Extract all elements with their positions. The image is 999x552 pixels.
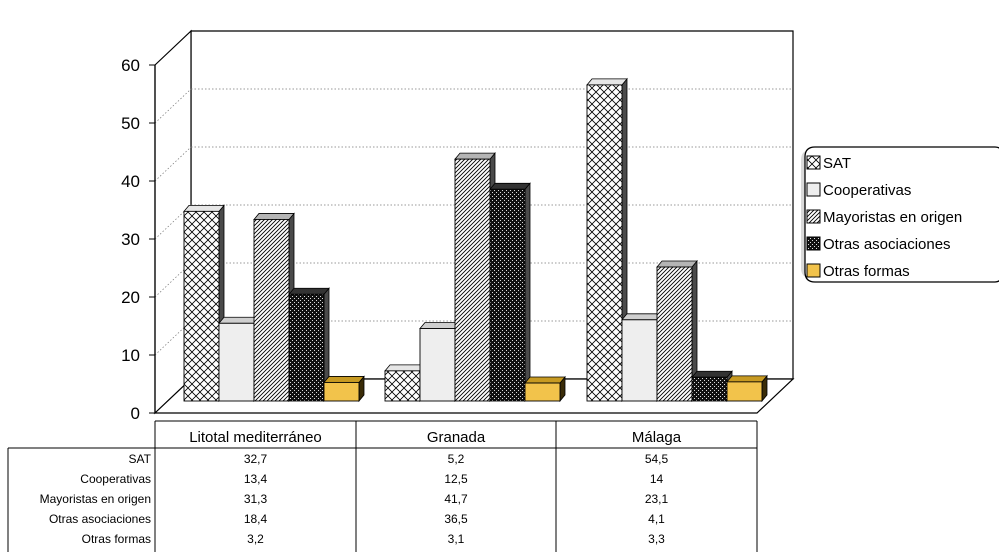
y-axis: 0 10 20 30 40 50 60 xyxy=(121,56,156,423)
y-tick-label: 30 xyxy=(121,230,140,249)
table-cell: 12,5 xyxy=(444,472,468,486)
table-cell: 31,3 xyxy=(244,492,268,506)
table-cell: 3,2 xyxy=(247,532,264,546)
table-cell: 5,2 xyxy=(448,452,465,466)
bar-top xyxy=(454,152,496,160)
y-tick-label: 20 xyxy=(121,288,140,307)
table-cell: 18,4 xyxy=(244,512,268,526)
x-category-label: Granada xyxy=(427,429,486,446)
bar xyxy=(489,188,526,402)
legend-swatch xyxy=(806,236,821,251)
legend-swatch xyxy=(806,182,821,197)
bar-top xyxy=(323,376,365,383)
bar-top xyxy=(524,376,566,384)
table-cell: 54,5 xyxy=(645,452,669,466)
table-cell: 14 xyxy=(650,472,664,486)
table-cell: 41,7 xyxy=(444,492,468,506)
bar-top xyxy=(288,287,330,295)
y-tick-label: 10 xyxy=(121,346,140,365)
legend-swatch xyxy=(806,155,821,170)
bar-top xyxy=(656,260,698,268)
bar xyxy=(384,370,421,402)
gridline xyxy=(154,262,192,298)
bar-top xyxy=(489,182,531,190)
bar-top xyxy=(183,204,225,212)
legend-swatch xyxy=(806,209,821,224)
table-cell: 3,1 xyxy=(448,532,465,546)
y-tick-label: 50 xyxy=(121,114,140,133)
bar-top xyxy=(691,370,733,378)
table-row-label: SAT xyxy=(129,452,152,466)
legend-swatch xyxy=(806,263,821,278)
legend-label: SAT xyxy=(823,155,851,172)
legend-label: Otras asociaciones xyxy=(823,236,951,253)
bar-top xyxy=(253,213,295,220)
bar xyxy=(288,293,325,402)
gridline xyxy=(154,146,192,182)
bar-top xyxy=(419,322,461,329)
bar xyxy=(454,158,491,402)
y-tick-label: 40 xyxy=(121,172,140,191)
bar xyxy=(419,328,456,402)
y-tick-label: 60 xyxy=(121,56,140,75)
table-cell: 23,1 xyxy=(645,492,669,506)
bar xyxy=(524,382,561,402)
bars xyxy=(183,77,768,403)
legend-label: Cooperativas xyxy=(823,182,911,199)
table-row-label: Mayoristas en origen xyxy=(40,492,151,506)
bar-top xyxy=(621,313,663,321)
table-row-label: Cooperativas xyxy=(80,472,151,486)
bar-top xyxy=(218,316,260,324)
bar xyxy=(253,219,290,402)
bar xyxy=(656,266,693,402)
table-row-label: Otras asociaciones xyxy=(49,512,151,526)
bar xyxy=(323,381,360,402)
bar xyxy=(218,322,255,402)
gridline xyxy=(154,320,192,356)
table-row-label: Otras formas xyxy=(82,532,151,546)
table-cell: 3,3 xyxy=(648,532,665,546)
table-cell: 36,5 xyxy=(444,512,468,526)
bar xyxy=(586,84,623,402)
bar xyxy=(726,381,763,402)
data-table: Litotal mediterráneo Granada Málaga SAT 32,7… xyxy=(7,420,758,552)
gridline xyxy=(154,88,192,124)
bar-top xyxy=(586,78,628,86)
bar-top xyxy=(384,364,426,372)
legend-label: Otras formas xyxy=(823,263,910,280)
table-cell: 32,7 xyxy=(244,452,268,466)
gridline xyxy=(154,204,192,240)
x-category-label: Litotal mediterráneo xyxy=(189,429,322,446)
x-category-label: Málaga xyxy=(632,429,682,446)
legend-label: Mayoristas en origen xyxy=(823,209,962,226)
bar xyxy=(691,376,728,402)
table-cell: 4,1 xyxy=(648,512,665,526)
bar-top xyxy=(726,375,768,383)
bar xyxy=(621,319,658,402)
bar xyxy=(183,210,220,402)
table-cell: 13,4 xyxy=(244,472,268,486)
y-tick-label: 0 xyxy=(131,404,140,423)
bar-side xyxy=(524,182,531,403)
legend: SAT Cooperativas Mayoristas en origen Otras… xyxy=(801,146,999,283)
legend-box xyxy=(804,146,999,283)
